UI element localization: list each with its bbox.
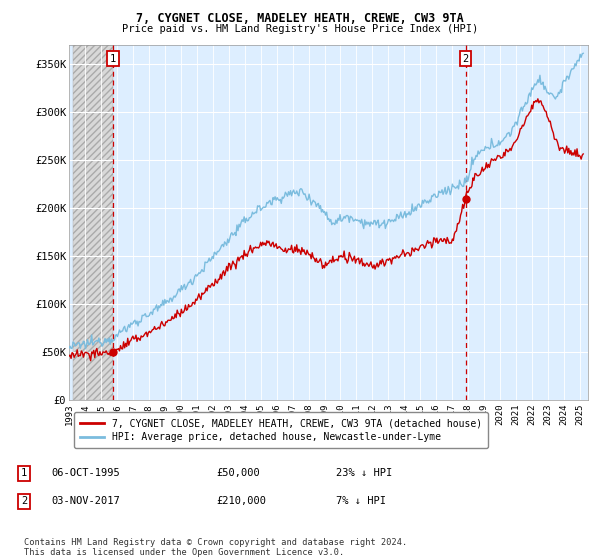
Text: 2: 2 <box>463 54 469 64</box>
Legend: 7, CYGNET CLOSE, MADELEY HEATH, CREWE, CW3 9TA (detached house), HPI: Average pr: 7, CYGNET CLOSE, MADELEY HEATH, CREWE, C… <box>74 412 488 448</box>
Text: 7% ↓ HPI: 7% ↓ HPI <box>336 496 386 506</box>
Text: 2: 2 <box>21 496 27 506</box>
Text: 7, CYGNET CLOSE, MADELEY HEATH, CREWE, CW3 9TA: 7, CYGNET CLOSE, MADELEY HEATH, CREWE, C… <box>136 12 464 25</box>
Text: 06-OCT-1995: 06-OCT-1995 <box>51 468 120 478</box>
Text: Price paid vs. HM Land Registry's House Price Index (HPI): Price paid vs. HM Land Registry's House … <box>122 24 478 34</box>
Text: Contains HM Land Registry data © Crown copyright and database right 2024.
This d: Contains HM Land Registry data © Crown c… <box>24 538 407 557</box>
Text: 03-NOV-2017: 03-NOV-2017 <box>51 496 120 506</box>
Text: £210,000: £210,000 <box>216 496 266 506</box>
Text: 1: 1 <box>21 468 27 478</box>
Text: £50,000: £50,000 <box>216 468 260 478</box>
Text: 23% ↓ HPI: 23% ↓ HPI <box>336 468 392 478</box>
Text: 1: 1 <box>110 54 116 64</box>
